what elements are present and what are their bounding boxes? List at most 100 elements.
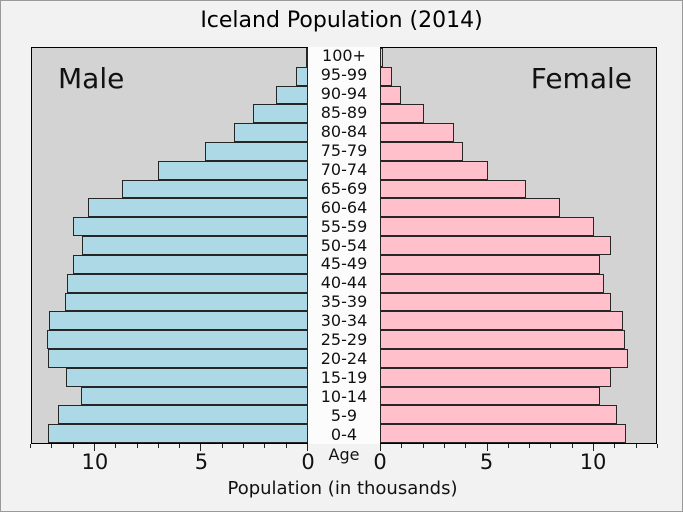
minor-tick (221, 444, 223, 448)
age-group-label: 65-69 (320, 178, 368, 198)
female-bar-0-4 (380, 424, 627, 443)
minor-tick (179, 444, 181, 448)
age-group-label: 45-49 (320, 254, 368, 274)
male-bar-45-49 (73, 254, 308, 274)
female-bar-15-19 (380, 367, 611, 387)
x-axis-label: Population (in thousands) (227, 478, 458, 499)
male-bar-30-34 (48, 311, 308, 331)
minor-tick (285, 444, 287, 448)
age-group-label: 40-44 (320, 273, 368, 293)
male-bar-50-54 (81, 236, 308, 255)
major-tick (200, 444, 202, 451)
female-bar-100+ (380, 48, 384, 67)
age-group-label: 75-79 (320, 140, 368, 160)
female-bar-5-9 (380, 405, 617, 425)
minor-tick (72, 444, 74, 448)
female-bar-65-69 (380, 179, 526, 199)
age-group-label: 80-84 (320, 122, 368, 142)
tick-label-0: 0 (301, 450, 315, 474)
female-bar-40-44 (380, 273, 605, 293)
age-group-label: 90-94 (320, 84, 368, 104)
male-bar-25-29 (46, 330, 308, 349)
female-x-axis-ticks (380, 444, 658, 454)
male-bar-35-39 (64, 292, 308, 312)
minor-tick (136, 444, 138, 448)
female-bar-95-99 (380, 66, 392, 86)
minor-tick (507, 444, 509, 448)
female-bar-20-24 (380, 348, 628, 368)
female-bar-30-34 (380, 311, 624, 331)
female-bar-45-49 (380, 254, 600, 274)
male-bar-0-4 (47, 424, 308, 443)
age-group-label: 30-34 (320, 311, 368, 331)
age-group-label: 70-74 (320, 159, 368, 179)
male-bar-100+ (305, 48, 308, 67)
age-group-label: 85-89 (320, 103, 368, 123)
male-bar-15-19 (65, 367, 308, 387)
tick-label-5: 5 (479, 450, 494, 474)
age-group-label: 50-54 (320, 235, 368, 255)
male-bar-85-89 (253, 104, 308, 124)
age-group-label: 15-19 (320, 367, 368, 387)
age-group-label: 25-29 (320, 330, 368, 350)
major-tick (486, 444, 488, 451)
major-tick (93, 444, 95, 451)
minor-tick (443, 444, 445, 448)
male-bars-container (32, 48, 308, 443)
female-bars-container (380, 48, 656, 443)
female-bar-35-39 (380, 292, 611, 312)
male-bar-65-69 (121, 179, 308, 199)
minor-tick (614, 444, 616, 448)
male-bar-75-79 (205, 142, 308, 161)
male-bar-5-9 (58, 405, 308, 425)
minor-tick (401, 444, 403, 448)
female-bar-55-59 (380, 217, 594, 237)
age-group-label: 10-14 (320, 386, 368, 406)
age-group-label: 55-59 (320, 216, 368, 236)
age-group-label: 20-24 (320, 348, 368, 368)
minor-tick (243, 444, 245, 448)
male-bar-95-99 (296, 66, 308, 86)
age-axis-label: Age (328, 445, 360, 464)
female-panel: Female (380, 47, 657, 444)
tick-label-10: 10 (579, 450, 607, 474)
female-bar-50-54 (380, 236, 611, 255)
minor-tick (51, 444, 53, 448)
female-bar-25-29 (380, 330, 626, 349)
male-bar-70-74 (157, 160, 308, 180)
female-bar-70-74 (380, 160, 488, 180)
minor-tick (157, 444, 159, 448)
female-bar-75-79 (380, 142, 463, 161)
male-x-axis-ticks (30, 444, 308, 454)
minor-tick (422, 444, 424, 448)
chart-title: Iceland Population (2014) (200, 8, 483, 33)
male-x-axis-tick-labels: 0 5 10 (31, 450, 315, 475)
minor-tick (465, 444, 467, 448)
major-tick (380, 444, 381, 451)
male-bar-90-94 (276, 85, 308, 105)
female-bar-85-89 (380, 104, 425, 124)
major-tick (307, 444, 308, 451)
age-group-label: 95-99 (320, 65, 368, 85)
male-bar-80-84 (233, 123, 308, 143)
age-group-label: 5-9 (330, 405, 358, 425)
tick-label-10: 10 (81, 450, 109, 474)
minor-tick (635, 444, 637, 448)
age-groups-column: 100+ 95-99 90-94 85-89 80-84 75-79 70-74 65-69 6… (308, 47, 380, 444)
tick-label-5: 5 (194, 450, 209, 474)
age-group-label: 35-39 (320, 292, 368, 312)
age-group-label: 0-4 (330, 424, 358, 444)
female-bar-60-64 (380, 198, 560, 218)
male-bar-20-24 (47, 348, 308, 368)
female-bar-90-94 (380, 85, 402, 105)
female-x-axis-tick-labels: 0 5 10 (373, 450, 657, 475)
female-panel-label: Female (530, 62, 632, 95)
male-panel-label: Male (58, 62, 125, 95)
minor-tick (657, 444, 658, 448)
minor-tick (550, 444, 552, 448)
male-bar-60-64 (88, 198, 308, 218)
minor-tick (529, 444, 531, 448)
minor-tick (30, 444, 31, 448)
female-bar-80-84 (380, 123, 455, 143)
